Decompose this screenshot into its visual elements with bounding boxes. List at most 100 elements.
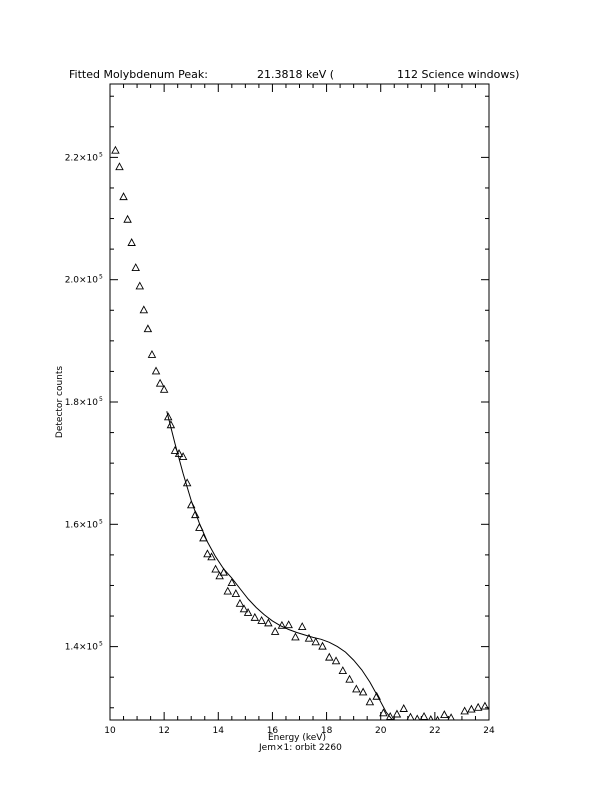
data-point	[345, 674, 354, 683]
y-tick-label: 1.8×10	[65, 398, 99, 408]
data-point	[227, 578, 237, 586]
data-point	[457, 719, 459, 720]
fit-curve	[166, 411, 394, 720]
data-point	[291, 632, 300, 641]
data-point	[178, 452, 188, 460]
data-point	[199, 533, 208, 542]
data-point	[219, 567, 228, 576]
data-point	[119, 192, 128, 201]
fit-curve-layer	[166, 411, 394, 720]
y-tick-exponent: 5	[99, 274, 103, 281]
data-points	[111, 145, 489, 720]
data-point	[174, 449, 184, 457]
y-tick-label: 2.0×10	[65, 276, 99, 286]
data-point	[207, 552, 216, 561]
data-point	[414, 714, 421, 720]
data-point	[311, 637, 320, 646]
data-point	[170, 445, 180, 454]
data-point	[270, 626, 280, 635]
y-tick-label: 1.6×10	[65, 520, 99, 530]
y-tick-exponent: 5	[99, 518, 103, 525]
data-point	[195, 523, 204, 531]
data-point	[406, 712, 415, 720]
x-tick-label: 16	[267, 726, 279, 736]
y-tick-exponent: 5	[99, 151, 103, 158]
data-point	[131, 263, 140, 272]
x-tick-label: 22	[429, 726, 440, 736]
data-point	[435, 715, 440, 720]
data-point	[318, 641, 327, 650]
x-tick-label: 10	[104, 726, 116, 736]
data-point	[284, 620, 293, 629]
science-windows: 112 Science windows)	[397, 68, 520, 81]
data-point	[264, 618, 273, 627]
data-point	[338, 666, 348, 675]
axis-ticks	[109, 84, 490, 720]
data-point	[372, 691, 381, 700]
data-point	[159, 384, 169, 393]
x-tick-label: 20	[375, 726, 387, 736]
data-point	[135, 281, 145, 290]
plot-frame	[109, 83, 490, 721]
data-point	[480, 701, 489, 710]
data-point	[392, 709, 402, 718]
y-tick-label: 2.2×10	[65, 153, 99, 163]
y-tick-exponent: 5	[99, 396, 103, 403]
data-point	[182, 478, 192, 487]
data-point	[358, 687, 368, 696]
data-point	[473, 702, 483, 711]
plot-border	[109, 83, 490, 721]
data-point	[211, 564, 220, 573]
x-axis-label: Energy (keV)	[268, 733, 326, 743]
data-point	[379, 708, 388, 717]
y-axis-label: Detector counts	[55, 366, 65, 438]
data-point	[399, 704, 408, 712]
data-point	[147, 349, 157, 358]
chart-caption: Jem×1: orbit 2260	[259, 743, 342, 753]
data-point	[365, 697, 375, 706]
x-tick-label: 14	[213, 726, 225, 736]
data-point	[127, 238, 136, 246]
data-point	[467, 704, 476, 713]
data-point	[428, 715, 434, 720]
data-point	[203, 549, 212, 558]
data-point	[239, 604, 249, 613]
peak-energy: 21.3818 keV (	[257, 68, 335, 81]
data-point	[304, 633, 314, 642]
data-point	[325, 652, 334, 661]
data-point	[166, 420, 176, 429]
data-point	[231, 589, 241, 597]
data-point	[419, 711, 429, 720]
y-tick-exponent: 5	[99, 641, 103, 648]
data-point	[257, 615, 266, 624]
y-tick-label: 1.4×10	[65, 643, 99, 653]
data-point	[277, 620, 287, 629]
data-point	[250, 612, 260, 621]
data-point	[297, 622, 307, 630]
data-point	[139, 305, 149, 314]
data-point	[440, 710, 449, 719]
data-point	[111, 145, 120, 154]
data-point	[243, 608, 253, 616]
x-tick-label: 12	[158, 726, 169, 736]
tick-labels: 10 12 14 16 18 20 22 241.4×10 51.6×10 51.8×10 52.0…	[65, 151, 495, 736]
data-point	[447, 713, 455, 720]
data-point	[115, 162, 124, 171]
data-point	[223, 586, 233, 595]
data-point	[123, 214, 132, 223]
data-point	[191, 510, 200, 519]
data-point	[163, 412, 173, 421]
data-point	[143, 324, 153, 333]
x-tick-label: 24	[483, 726, 495, 736]
data-point	[460, 706, 469, 715]
x-tick-label: 18	[321, 726, 333, 736]
data-point	[151, 366, 161, 375]
data-point	[186, 500, 196, 509]
data-point	[352, 684, 361, 693]
data-point	[155, 378, 165, 387]
data-point	[235, 598, 245, 607]
chart-title: Fitted Molybdenum Peak:	[69, 68, 208, 81]
data-point	[385, 711, 395, 720]
data-point	[331, 656, 341, 665]
